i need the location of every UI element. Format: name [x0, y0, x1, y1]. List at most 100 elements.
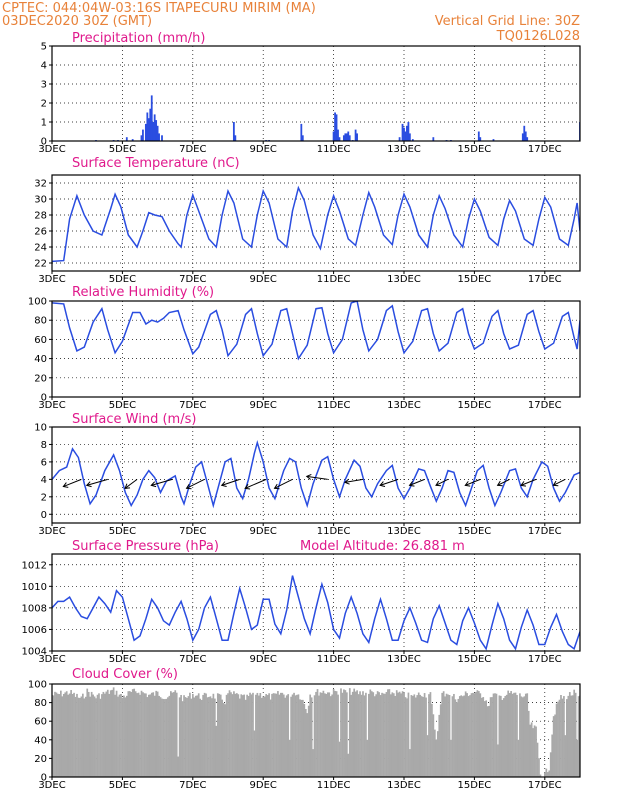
- cloud-bar: [400, 693, 402, 777]
- cloud-bar: [105, 691, 108, 777]
- x-tick-label: 9DEC: [250, 400, 277, 411]
- cloud-bar: [338, 741, 341, 777]
- cloud-bar: [164, 699, 166, 777]
- cloud-bar: [520, 696, 523, 777]
- cloud-bar: [398, 691, 401, 777]
- cloud-bar: [356, 690, 358, 777]
- cloud-bar: [552, 716, 555, 777]
- cloud-bar: [498, 695, 501, 777]
- precip-bar: [342, 135, 345, 141]
- x-tick-label: 7DEC: [179, 400, 206, 411]
- y-tick-label: 20: [34, 373, 47, 384]
- x-tick-label: 7DEC: [179, 654, 206, 665]
- y-tick-label: 5: [41, 42, 47, 53]
- precip-plot-area: [95, 95, 580, 141]
- cloud-bar: [516, 695, 518, 777]
- wind-arrow-head: [343, 478, 350, 485]
- wind-arrow: [435, 478, 449, 486]
- cloud-bar: [190, 698, 193, 777]
- wind-arrow-head: [185, 483, 192, 490]
- temp-panel: 3DEC 5DEC 7DEC 9DEC 11DEC 13DEC 15DEC 17DEC 22 24…: [34, 156, 581, 285]
- x-tick-label: 15DEC: [458, 400, 492, 411]
- cloud-bar: [84, 696, 87, 777]
- cloud-bar: [112, 687, 115, 777]
- precip-bar: [432, 137, 435, 141]
- cloud-bar: [255, 694, 257, 777]
- x-tick-label: 7DEC: [179, 144, 206, 155]
- cloud-bar: [253, 730, 256, 777]
- cloud-bar: [343, 689, 345, 777]
- cloud-bar: [120, 693, 122, 777]
- cloud-bar: [65, 691, 68, 777]
- x-tick-label: 11DEC: [317, 654, 351, 665]
- cloud-bar: [259, 693, 262, 777]
- cloud-bar: [497, 744, 499, 777]
- cloud-bar: [312, 749, 314, 777]
- cloud-bar: [192, 693, 194, 777]
- x-tick-label: 3DEC: [38, 780, 65, 791]
- cloud-bar: [335, 691, 338, 777]
- precip-bar: [348, 135, 351, 141]
- precip-bar: [146, 112, 149, 141]
- model-altitude-label: Model Altitude: 26.881 m: [300, 539, 465, 554]
- cloud-bar: [470, 693, 473, 777]
- cloud-bar: [410, 695, 413, 777]
- cloud-bar: [366, 739, 369, 777]
- wind-arrow-head: [379, 481, 386, 487]
- cloud-bar: [158, 695, 160, 777]
- cloud-bar: [445, 693, 448, 777]
- x-tick-label: 17DEC: [528, 780, 562, 791]
- cloud-bar: [180, 694, 182, 777]
- cloud-bar: [268, 693, 270, 777]
- x-tick-label: 3DEC: [38, 144, 65, 155]
- cloud-bar: [368, 693, 370, 777]
- cloud-bar: [422, 696, 424, 777]
- cloud-bar: [466, 693, 468, 777]
- cloud-bar: [475, 691, 477, 777]
- wind-plot-area: [52, 440, 580, 509]
- cloud-bar: [165, 698, 168, 777]
- cloud-bar: [539, 774, 542, 777]
- wind-arrow: [409, 478, 425, 486]
- wind-arrow-head: [552, 480, 559, 487]
- cloud-bar: [76, 693, 78, 777]
- cloud-bar: [344, 690, 347, 777]
- cloud-bar: [148, 694, 150, 777]
- cloud-bar: [197, 693, 200, 777]
- cloud-bar: [61, 696, 64, 777]
- cloud-bar: [436, 731, 439, 777]
- x-tick-label: 7DEC: [179, 780, 206, 791]
- cloud-bar: [193, 697, 196, 777]
- precip-bar: [344, 133, 347, 141]
- cloud-bar: [104, 693, 106, 777]
- cloud-bar: [428, 694, 430, 777]
- cloud-bar: [438, 714, 441, 777]
- cloud-bar: [184, 697, 187, 777]
- x-tick-label: 9DEC: [250, 526, 277, 537]
- cloud-bar: [570, 695, 573, 777]
- precip-bar: [149, 108, 152, 141]
- cloud-bar: [460, 695, 463, 777]
- y-tick-label: 1006: [22, 625, 47, 636]
- cloud-bar: [316, 689, 319, 777]
- cloud-bar: [381, 692, 383, 777]
- cloud-bar: [159, 697, 162, 777]
- cloud-bar: [247, 695, 250, 777]
- cloud-bar: [467, 696, 470, 777]
- cloud-bar: [412, 695, 414, 777]
- cloud-bar: [128, 691, 131, 777]
- cloud-bar: [83, 698, 86, 777]
- cloud-bar: [519, 693, 521, 777]
- cloud-bar: [511, 693, 514, 777]
- cloud-bar: [450, 739, 452, 777]
- cloud-bar: [252, 692, 254, 777]
- cloud-bar: [168, 695, 171, 777]
- cloud-bar: [172, 692, 175, 777]
- precip-bar: [411, 139, 414, 141]
- x-tick-label: 11DEC: [317, 400, 351, 411]
- cloud-bar: [379, 695, 382, 777]
- cloud-bar: [576, 739, 578, 777]
- cloud-bar: [117, 696, 119, 777]
- precip-bar: [403, 127, 405, 141]
